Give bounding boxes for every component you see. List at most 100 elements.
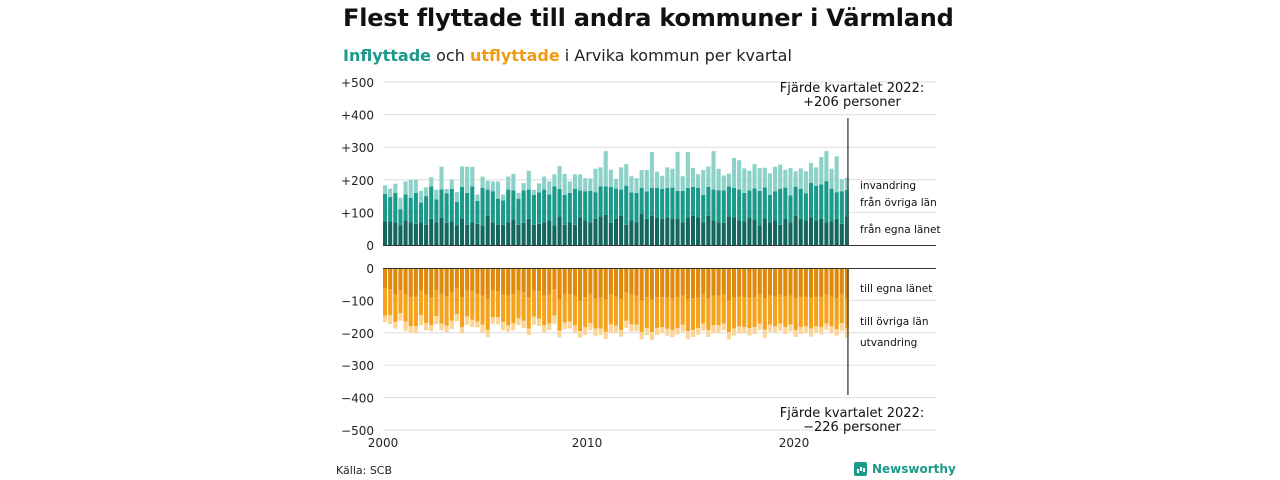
bar-invandring (747, 170, 752, 191)
bar-from-egna-lanet (767, 222, 772, 245)
bar-from-egna-lanet (562, 224, 567, 245)
bar-from-egna-lanet (413, 223, 418, 245)
bar-till-egna-lanet (701, 268, 706, 295)
bar-invandring (716, 168, 721, 191)
bottom-annotation-line2: −226 personer (803, 420, 901, 435)
bar-utvandring (654, 327, 660, 336)
x-tick-label: 2020 (779, 436, 810, 450)
bar-till-egna-lanet (516, 268, 521, 291)
bar-till-egna-lanet (665, 268, 670, 298)
bar-till-egna-lanet (711, 268, 716, 296)
bar-from-ovriga-lan (465, 192, 470, 225)
bar-till-egna-lanet (731, 268, 737, 298)
bar-invandring (588, 178, 593, 191)
bar-invandring (531, 189, 536, 195)
bar-till-egna-lanet (803, 268, 808, 297)
bar-till-egna-lanet (844, 268, 849, 299)
bar-invandring (506, 176, 511, 190)
bar-invandring (480, 176, 485, 188)
bar-from-ovriga-lan (593, 192, 598, 219)
bar-utvandring (454, 314, 459, 322)
bar-utvandring (408, 326, 413, 333)
bar-from-ovriga-lan (511, 190, 516, 220)
bar-from-egna-lanet (619, 215, 624, 245)
bar-utvandring (690, 329, 696, 338)
bar-invandring (767, 173, 772, 195)
bar-from-ovriga-lan (680, 190, 685, 223)
bar-from-egna-lanet (439, 217, 444, 245)
bar-till-egna-lanet (531, 268, 536, 291)
bar-from-ovriga-lan (834, 192, 839, 219)
bar-utvandring (608, 324, 613, 333)
bar-from-egna-lanet (624, 224, 629, 245)
bottom-tick-label: −100 (341, 294, 374, 308)
bar-till-ovriga-lan (388, 289, 393, 315)
bar-from-ovriga-lan (475, 200, 480, 224)
bar-invandring (649, 152, 654, 188)
bar-from-egna-lanet (829, 221, 834, 245)
bar-from-ovriga-lan (418, 202, 424, 223)
bar-invandring (680, 176, 685, 191)
bar-invandring (773, 166, 778, 192)
bar-till-egna-lanet (757, 268, 762, 295)
top-annotation-line1: Fjärde kvartalet 2022: (780, 81, 924, 96)
bar-till-ovriga-lan (408, 297, 413, 327)
bar-from-ovriga-lan (542, 189, 547, 223)
bar-from-egna-lanet (403, 220, 408, 245)
bar-till-ovriga-lan (480, 295, 485, 325)
bar-from-ovriga-lan (793, 186, 798, 216)
bar-invandring (634, 178, 639, 193)
bar-from-egna-lanet (608, 222, 613, 245)
bar-utvandring (680, 324, 685, 332)
bar-from-ovriga-lan (413, 192, 418, 224)
bar-invandring (408, 179, 413, 198)
outflow-bars (383, 268, 849, 341)
bar-utvandring (588, 323, 593, 331)
bar-invandring (393, 183, 398, 193)
bar-till-egna-lanet (629, 268, 634, 295)
bar-from-ovriga-lan (716, 190, 721, 223)
bar-till-ovriga-lan (644, 297, 649, 328)
bar-from-ovriga-lan (403, 194, 408, 221)
bar-utvandring (629, 324, 634, 332)
bar-till-ovriga-lan (793, 298, 798, 330)
x-tick-label: 2010 (572, 436, 603, 450)
bar-utvandring (562, 322, 567, 329)
bar-utvandring (470, 319, 475, 327)
bar-till-egna-lanet (814, 268, 819, 297)
bar-utvandring (644, 327, 649, 336)
bar-till-ovriga-lan (449, 292, 454, 321)
bar-from-ovriga-lan (726, 186, 731, 217)
bar-from-egna-lanet (393, 222, 398, 245)
bar-invandring (788, 168, 793, 196)
bar-utvandring (495, 317, 501, 325)
bar-invandring (511, 173, 516, 191)
bar-invandring (578, 174, 583, 191)
bar-till-egna-lanet (670, 268, 675, 299)
bar-till-egna-lanet (624, 268, 629, 293)
bar-from-egna-lanet (654, 217, 660, 245)
bar-from-egna-lanet (680, 222, 685, 245)
bar-invandring (557, 166, 562, 189)
bar-from-ovriga-lan (639, 187, 644, 215)
bar-from-ovriga-lan (696, 187, 701, 218)
bar-from-egna-lanet (506, 222, 511, 245)
bar-utvandring (757, 323, 762, 331)
bar-till-egna-lanet (696, 268, 701, 298)
bar-from-egna-lanet (552, 225, 557, 245)
bar-from-ovriga-lan (398, 209, 403, 226)
bar-invandring (444, 188, 449, 194)
bar-utvandring (506, 325, 511, 332)
bar-from-ovriga-lan (501, 200, 506, 225)
bar-till-egna-lanet (685, 268, 690, 300)
bar-till-egna-lanet (634, 268, 639, 296)
bar-invandring (706, 166, 711, 187)
bar-from-egna-lanet (665, 217, 670, 245)
bar-invandring (516, 192, 521, 199)
bar-till-egna-lanet (547, 268, 552, 295)
bar-till-ovriga-lan (752, 297, 757, 327)
bar-utvandring (393, 322, 398, 329)
bar-from-ovriga-lan (506, 189, 511, 223)
bar-till-ovriga-lan (562, 293, 567, 323)
bar-from-egna-lanet (644, 218, 649, 245)
